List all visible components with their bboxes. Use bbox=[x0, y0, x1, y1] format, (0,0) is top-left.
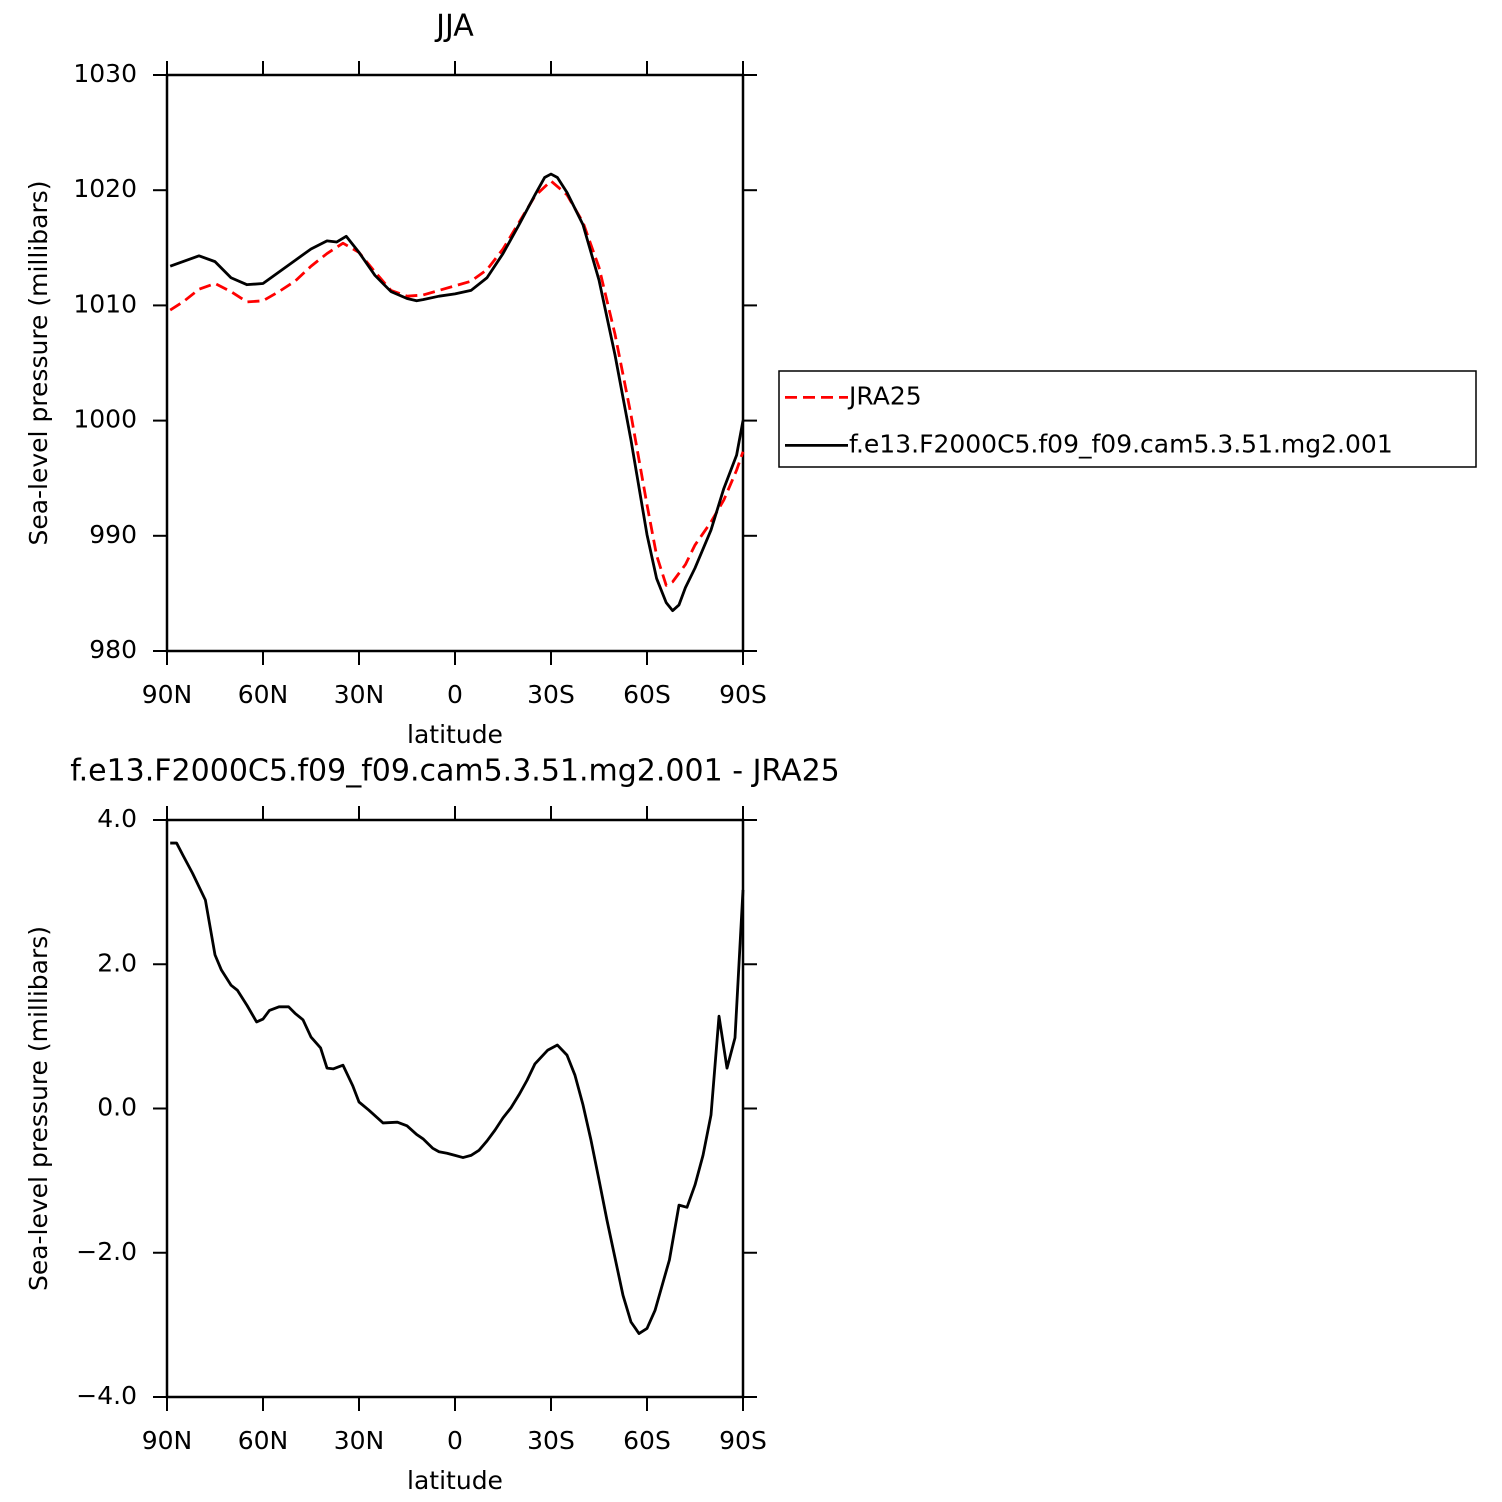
x-axis-label: latitude bbox=[407, 1466, 503, 1495]
x-tick-label: 60N bbox=[238, 1426, 289, 1455]
y-axis-label: Sea-level pressure (millibars) bbox=[24, 926, 53, 1291]
x-tick-label: 60S bbox=[623, 1426, 671, 1455]
x-tick-label: 90N bbox=[142, 1426, 193, 1455]
x-tick-label: 30N bbox=[334, 1426, 385, 1455]
x-tick-label: 90S bbox=[719, 680, 767, 709]
series-line bbox=[170, 841, 745, 1335]
x-tick-label: 30S bbox=[527, 680, 575, 709]
y-axis-label: Sea-level pressure (millibars) bbox=[24, 180, 53, 545]
legend-label: f.e13.F2000C5.f09_f09.cam5.3.51.mg2.001 bbox=[849, 429, 1393, 458]
y-tick-label: 2.0 bbox=[97, 948, 137, 977]
y-tick-label: 980 bbox=[89, 635, 137, 664]
y-tick-label: 1010 bbox=[73, 289, 137, 318]
x-tick-label: 0 bbox=[447, 1426, 463, 1455]
y-tick-label: 1000 bbox=[73, 405, 137, 434]
series-line bbox=[169, 179, 745, 587]
y-tick-label: 0.0 bbox=[97, 1093, 137, 1122]
y-tick-label: −2.0 bbox=[76, 1237, 137, 1266]
x-tick-label: 30N bbox=[334, 680, 385, 709]
x-tick-label: 0 bbox=[447, 680, 463, 709]
chart-title: f.e13.F2000C5.f09_f09.cam5.3.51.mg2.001 … bbox=[70, 754, 840, 789]
chart-title: JJA bbox=[434, 9, 474, 44]
plot-frame bbox=[165, 73, 745, 653]
y-tick-label: −4.0 bbox=[76, 1381, 137, 1410]
y-tick-label: 1030 bbox=[73, 59, 137, 88]
x-tick-label: 60S bbox=[623, 680, 671, 709]
x-tick-label: 90S bbox=[719, 1426, 767, 1455]
plot-frame bbox=[165, 818, 745, 1399]
y-tick-label: 990 bbox=[89, 520, 137, 549]
legend-box bbox=[778, 370, 1477, 468]
x-tick-label: 60N bbox=[238, 680, 289, 709]
x-tick-label: 30S bbox=[527, 1426, 575, 1455]
legend-label: JRA25 bbox=[847, 381, 922, 410]
x-tick-label: 90N bbox=[142, 680, 193, 709]
x-axis-label: latitude bbox=[407, 720, 503, 749]
y-tick-label: 1020 bbox=[73, 174, 137, 203]
series-line bbox=[169, 172, 745, 613]
y-tick-label: 4.0 bbox=[97, 804, 137, 833]
